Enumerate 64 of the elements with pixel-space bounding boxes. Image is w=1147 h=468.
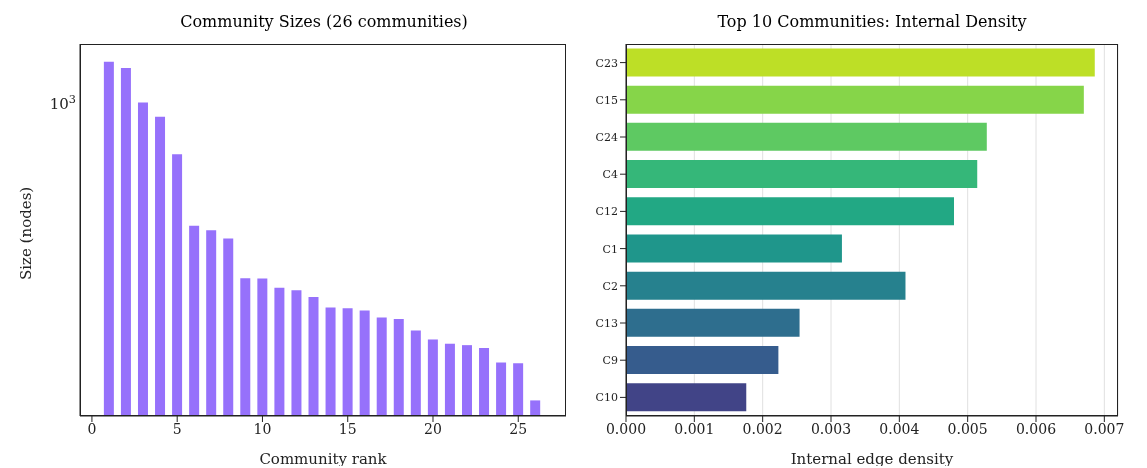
x-tick-label: 20 [424,420,442,437]
bar [427,339,438,416]
x-tick-label: 0.006 [1015,420,1057,437]
x-tick-label: 0.000 [605,420,647,437]
bar [103,61,114,416]
bar [479,347,490,416]
x-tick-label: 5 [172,420,182,437]
bar [291,290,302,416]
bar [359,310,370,416]
bar [626,85,1084,114]
x-tick-label: 0.007 [1084,420,1125,437]
bar [626,197,954,226]
bar [223,238,234,416]
y-tick-label: C13 [595,316,618,330]
bar [342,308,353,416]
x-tick-label: 10 [253,420,272,437]
x-tick-label: 15 [338,420,357,437]
bar [274,287,285,416]
y-tick-label: C2 [602,279,618,293]
bar [172,154,183,416]
bar [410,330,421,416]
chart-title: Top 10 Communities: Internal Density [716,11,1028,33]
y-tick-label: C15 [595,93,618,107]
bar [626,271,906,300]
bar [626,160,978,189]
bar [626,346,779,375]
bar [308,296,319,416]
bar [626,383,747,412]
bar [137,102,148,416]
y-tick-label: C4 [602,168,618,182]
bar [257,278,268,416]
bar [626,308,800,337]
y-tick-label: C9 [602,354,618,368]
bar [120,68,131,416]
bar [626,234,842,263]
bar [626,122,987,151]
bar [155,116,166,416]
y-axis-title: Size (nodes) [17,186,36,280]
bar [240,278,251,416]
x-tick-label: 25 [509,420,528,437]
x-tick-label: 0.004 [879,420,920,437]
bar [189,225,200,416]
x-tick-label: 0.003 [810,420,852,437]
chart-title: Community Sizes (26 communities) [179,11,469,33]
y-tick-label: C1 [602,242,618,256]
bar [626,48,1095,77]
x-tick-label: 0.001 [674,420,715,437]
y-tick-label: C10 [595,391,618,405]
bar [461,345,472,416]
bar [206,230,217,416]
bar [325,307,336,416]
bar [530,400,541,416]
bar [513,363,524,416]
text: 10$^{3}$ [49,92,76,113]
bar [376,317,387,416]
bar [496,362,507,416]
x-tick-label: 0 [87,420,97,437]
x-tick-label: 0.005 [947,420,988,437]
bar [444,343,455,416]
x-tick-label: 0.002 [742,420,783,437]
bar [393,318,404,416]
y-tick-label: C23 [595,56,618,70]
y-tick-label: C12 [595,205,618,219]
y-tick-label: C24 [595,130,618,144]
